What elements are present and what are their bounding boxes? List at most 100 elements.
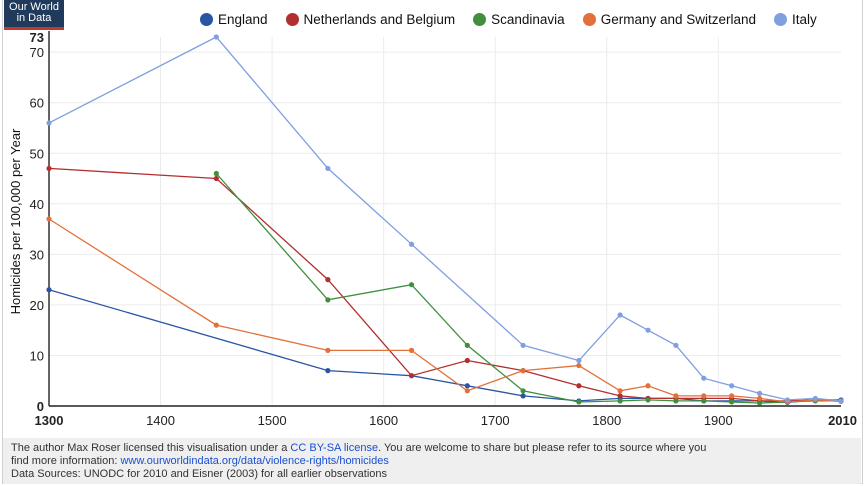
data-point-netherlands-and-belgium xyxy=(464,357,470,364)
legend-item-netherlands-and-belgium[interactable]: Netherlands and Belgium xyxy=(285,11,456,27)
owid-logo[interactable]: Our World in Data xyxy=(4,0,64,30)
license-text-pre: The author Max Roser licensed this visua… xyxy=(11,442,291,454)
data-sources-line: Data Sources: UNODC for 2010 and Eisner … xyxy=(11,468,388,480)
source-link[interactable]: www.ourworldindata.org/data/violence-rig… xyxy=(120,455,389,467)
x-tick-label: 1300 xyxy=(35,413,64,428)
data-point-england xyxy=(464,383,470,389)
series-line-italy xyxy=(48,36,842,402)
data-point-italy xyxy=(756,390,763,396)
legend-swatch xyxy=(473,12,487,26)
data-point-germany-and-switzerland xyxy=(520,368,526,374)
series-line-scandinavia xyxy=(215,173,841,404)
data-point-italy xyxy=(838,398,844,404)
y-tick-label: 50 xyxy=(30,146,44,161)
data-point-netherlands-and-belgium xyxy=(46,165,52,172)
data-point-italy xyxy=(408,241,415,247)
x-tick-label: 1700 xyxy=(481,413,510,428)
x-tick-label: 1900 xyxy=(704,413,733,428)
data-point-netherlands-and-belgium xyxy=(617,393,623,399)
legend-swatch xyxy=(582,12,596,26)
legend-item-italy[interactable]: Italy xyxy=(774,12,817,27)
data-point-scandinavia xyxy=(756,400,763,406)
legend-label: Germany and Switzerland xyxy=(600,11,757,27)
data-point-scandinavia xyxy=(520,388,526,394)
data-point-germany-and-switzerland xyxy=(46,216,52,222)
chart-legend: England Netherlands and Belgium Scandinavi… xyxy=(200,8,835,30)
data-point-netherlands-and-belgium xyxy=(408,373,415,379)
x-tick-label: 1400 xyxy=(146,413,175,428)
data-point-italy xyxy=(325,165,331,172)
data-point-italy xyxy=(812,395,818,402)
footer: The author Max Roser licensed this visua… xyxy=(3,438,861,484)
data-point-scandinavia xyxy=(576,399,582,405)
data-point-germany-and-switzerland xyxy=(645,383,651,389)
series-line-england xyxy=(48,289,841,404)
legend-swatch xyxy=(200,12,213,26)
y-tick-label: 70 xyxy=(30,45,44,60)
data-point-england xyxy=(46,287,52,293)
data-point-scandinavia xyxy=(325,297,331,303)
data-point-netherlands-and-belgium xyxy=(213,175,219,182)
legend-item-england[interactable]: England xyxy=(200,12,268,27)
data-point-germany-and-switzerland xyxy=(464,388,470,394)
y-tick-label: 20 xyxy=(30,298,44,313)
data-point-scandinavia xyxy=(729,399,735,405)
license-text-post: . You are welcome to share but please re… xyxy=(378,442,707,454)
y-tick-label: 40 xyxy=(30,197,44,212)
source-link-line: find more information: www.ourworldindat… xyxy=(11,455,853,468)
data-point-scandinavia xyxy=(673,398,679,404)
data-point-italy xyxy=(673,342,679,348)
x-tick-label: 2010 xyxy=(828,413,857,428)
data-point-germany-and-switzerland xyxy=(729,393,735,399)
y-tick-label: 0 xyxy=(37,399,44,414)
license-link[interactable]: CC BY-SA license xyxy=(290,442,379,454)
data-point-germany-and-switzerland xyxy=(701,393,707,399)
legend-item-scandinavia[interactable]: Scandinavia xyxy=(473,12,565,27)
y-axis-label: Homicides per 100,000 per Year xyxy=(8,128,23,314)
x-tick-label: 1800 xyxy=(592,413,621,428)
y-tick-label: 60 xyxy=(30,96,44,111)
data-point-scandinavia xyxy=(645,397,651,403)
data-point-italy xyxy=(617,312,623,318)
legend-label: Scandinavia xyxy=(491,11,565,27)
legend-swatch xyxy=(774,12,788,26)
data-point-germany-and-switzerland xyxy=(617,388,623,394)
data-point-italy xyxy=(729,383,735,389)
legend-label: Netherlands and Belgium xyxy=(303,11,456,27)
data-point-germany-and-switzerland xyxy=(408,347,415,353)
data-point-scandinavia xyxy=(617,398,623,404)
logo-line-2: in Data xyxy=(16,12,52,24)
data-point-germany-and-switzerland xyxy=(576,362,582,369)
license-line: The author Max Roser licensed this visua… xyxy=(11,442,853,455)
data-point-italy xyxy=(784,397,791,403)
x-tick-label: 1600 xyxy=(369,413,398,428)
data-point-scandinavia xyxy=(464,342,470,348)
data-point-netherlands-and-belgium xyxy=(325,277,331,283)
logo-line-1: Our World xyxy=(9,1,59,13)
series-line-germany-and-switzerland xyxy=(48,218,842,403)
data-point-scandinavia xyxy=(701,398,707,404)
legend-label: Italy xyxy=(792,11,817,27)
legend-label: England xyxy=(218,11,268,27)
legend-item-germany-and-switzerland[interactable]: Germany and Switzerland xyxy=(582,11,757,27)
data-point-germany-and-switzerland xyxy=(756,395,763,402)
data-point-germany-and-switzerland xyxy=(213,322,219,328)
data-point-italy xyxy=(46,120,52,126)
y-tick-label: 10 xyxy=(30,348,44,363)
x-tick-label: 1500 xyxy=(258,413,287,428)
source-link-pre: find more information: xyxy=(11,455,121,467)
data-point-scandinavia xyxy=(213,170,219,177)
data-point-italy xyxy=(576,357,582,364)
y-tick-label: 30 xyxy=(30,247,44,262)
data-point-italy xyxy=(520,342,526,348)
data-point-england xyxy=(325,368,331,374)
data-point-germany-and-switzerland xyxy=(325,347,331,353)
data-point-scandinavia xyxy=(408,282,415,288)
y-tick-label: 73 xyxy=(30,30,44,45)
data-point-netherlands-and-belgium xyxy=(576,383,582,389)
data-point-italy xyxy=(701,375,707,381)
legend-swatch xyxy=(285,12,299,26)
data-point-italy xyxy=(645,327,651,333)
data-point-germany-and-switzerland xyxy=(673,393,679,399)
